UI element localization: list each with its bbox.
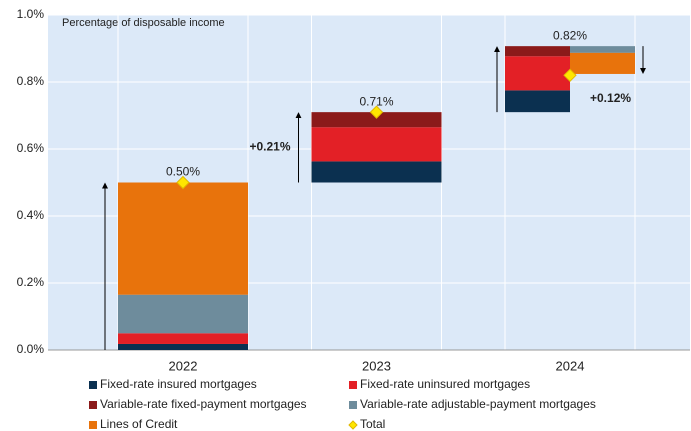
legend-swatch	[89, 401, 97, 409]
bar-segment	[118, 182, 248, 295]
bar-segment	[118, 333, 248, 344]
legend-label: Lines of Credit	[100, 417, 178, 431]
x-tick-label: 2024	[556, 358, 585, 373]
bar-segment	[311, 161, 442, 183]
y-tick-label: 0.8%	[17, 74, 45, 88]
bar-segment	[570, 52, 635, 74]
legend-label: Fixed-rate uninsured mortgages	[360, 377, 530, 391]
bar-segment	[118, 343, 248, 350]
legend-swatch	[349, 401, 357, 409]
legend-swatch	[349, 381, 357, 389]
y-tick-label: 1.0%	[17, 7, 45, 21]
bar-segment	[505, 90, 570, 113]
legend-swatch	[89, 421, 97, 429]
bar-segment	[311, 127, 442, 162]
chart-subtitle: Percentage of disposable income	[62, 17, 225, 29]
y-tick-label: 0.2%	[17, 275, 45, 289]
legend-swatch	[89, 381, 97, 389]
bar-segment	[505, 56, 570, 91]
total-marker	[176, 175, 190, 190]
bar-segment	[118, 294, 248, 334]
legend-label: Total	[360, 417, 385, 431]
y-tick-label: 0.6%	[17, 141, 45, 155]
total-marker	[369, 105, 384, 119]
y-tick-label: 0.4%	[17, 208, 45, 222]
total-label: 0.82%	[553, 28, 587, 42]
total-label: 0.71%	[359, 94, 393, 108]
total-label: 0.50%	[166, 165, 200, 179]
x-tick-label: 2022	[169, 358, 198, 373]
legend-swatch	[348, 420, 358, 430]
bar-segment	[311, 112, 442, 128]
x-tick-label: 2023	[362, 358, 391, 373]
bar-segment	[570, 46, 635, 53]
annotation: +0.21%	[249, 139, 290, 153]
annotation: +0.12%	[590, 91, 631, 105]
legend-label: Fixed-rate insured mortgages	[100, 377, 257, 391]
legend-label: Variable-rate fixed-payment mortgages	[100, 397, 307, 411]
y-tick-label: 0.0%	[17, 342, 45, 356]
bar-segment	[505, 46, 570, 57]
legend-label: Variable-rate adjustable-payment mortgag…	[360, 397, 596, 411]
total-marker	[563, 68, 577, 83]
